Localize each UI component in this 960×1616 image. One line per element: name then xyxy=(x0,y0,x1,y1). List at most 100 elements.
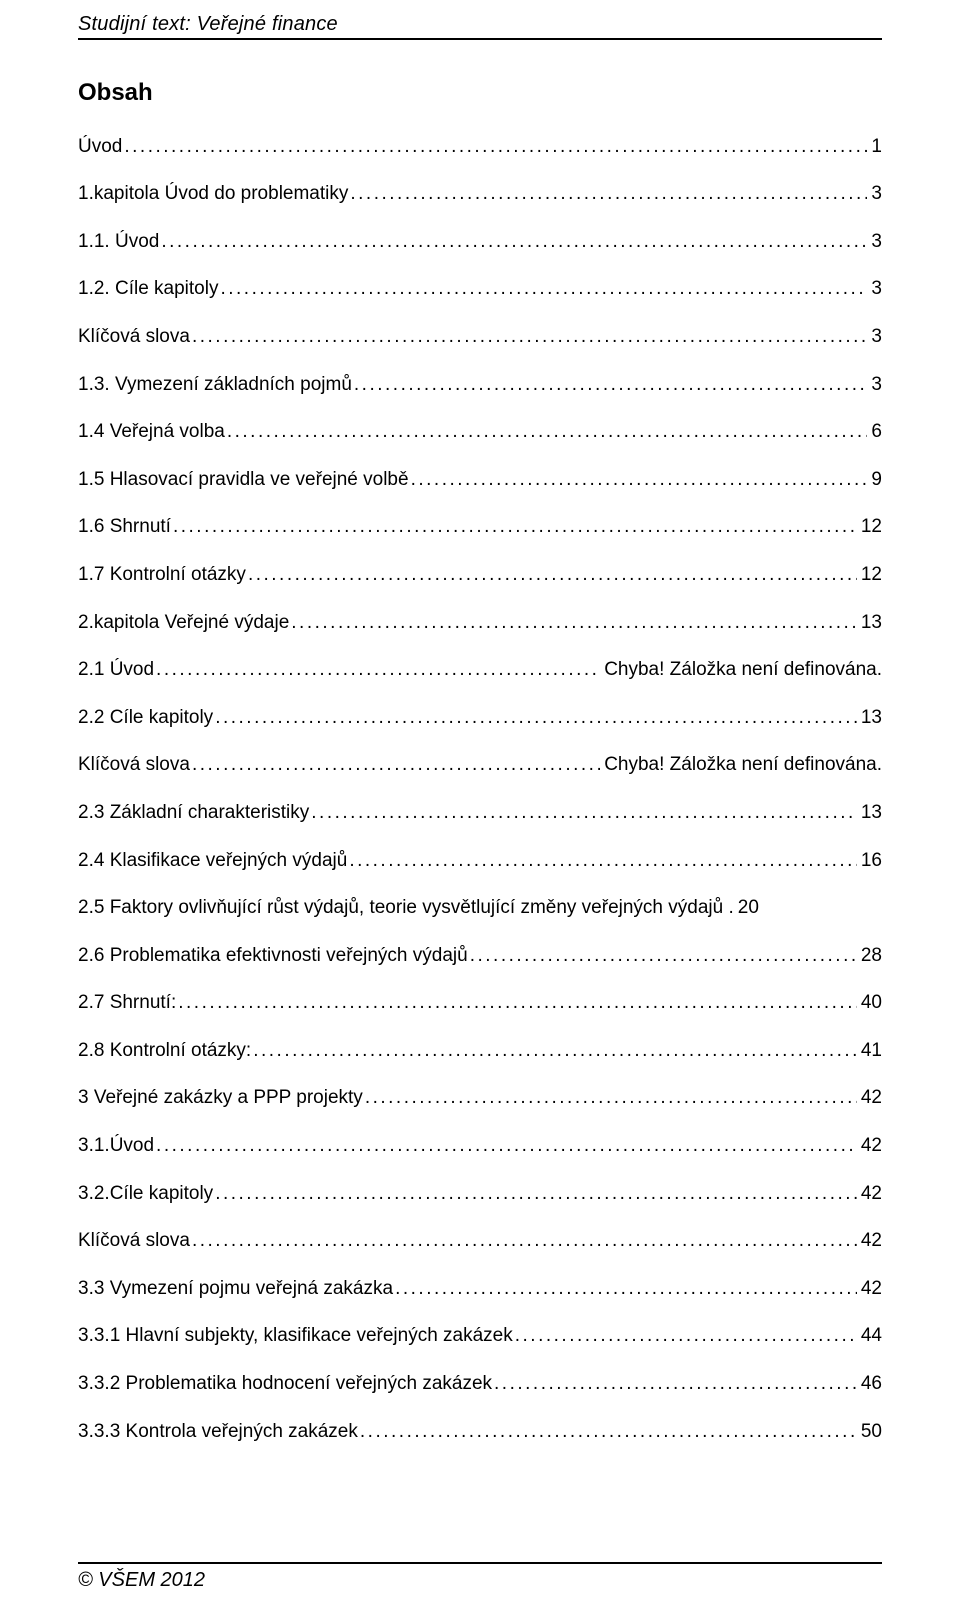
toc-entry-label: 2.3 Základní charakteristiky xyxy=(78,800,309,827)
toc-entry-label: 2.8 Kontrolní otázky: xyxy=(78,1038,251,1065)
toc-entry-label: Úvod xyxy=(78,134,122,161)
toc-entry-page: Chyba! Záložka není definována. xyxy=(600,752,882,779)
toc-entry-label: 3.3.2 Problematika hodnocení veřejných z… xyxy=(78,1371,492,1398)
toc-row[interactable]: 3.3.1 Hlavní subjekty, klasifikace veřej… xyxy=(78,1323,882,1350)
toc-entry-page: 13 xyxy=(857,610,882,637)
toc-entry-label: Klíčová slova xyxy=(78,324,190,351)
toc-row[interactable]: 2.6 Problematika efektivnosti veřejných … xyxy=(78,943,882,970)
toc-heading: Obsah xyxy=(78,76,882,110)
toc-entry-page: 9 xyxy=(867,467,882,494)
toc-row[interactable]: 2.3 Základní charakteristiky 13 xyxy=(78,800,882,827)
toc-leader-dots xyxy=(225,419,868,446)
toc-leader-dots xyxy=(468,943,857,970)
toc-entry-page: 46 xyxy=(857,1371,882,1398)
toc-entry-page: 13 xyxy=(857,705,882,732)
toc-row[interactable]: 2.4 Klasifikace veřejných výdajů 16 xyxy=(78,848,882,875)
toc-row[interactable]: 3.3.3 Kontrola veřejných zakázek50 xyxy=(78,1419,882,1446)
toc-entry-label: 3.3.1 Hlavní subjekty, klasifikace veřej… xyxy=(78,1323,513,1350)
toc-entry-page: 3 xyxy=(867,229,882,256)
toc-entry-label: 2.1 Úvod xyxy=(78,657,154,684)
toc-entry-page: 3 xyxy=(867,324,882,351)
toc-row[interactable]: 2.8 Kontrolní otázky: 41 xyxy=(78,1038,882,1065)
toc-row[interactable]: 2.kapitola Veřejné výdaje 13 xyxy=(78,610,882,637)
toc-leader-dots xyxy=(289,610,857,637)
toc-leader-dots xyxy=(154,657,600,684)
toc-leader-dots xyxy=(122,134,867,161)
toc-entry-page: 3 xyxy=(867,372,882,399)
toc-entry-page: 42 xyxy=(857,1181,882,1208)
toc-row[interactable]: 2.5 Faktory ovlivňující růst výdajů, teo… xyxy=(78,895,882,922)
toc-entry-label: 2.4 Klasifikace veřejných výdajů xyxy=(78,848,347,875)
toc-row[interactable]: 1.6 Shrnutí 12 xyxy=(78,514,882,541)
toc-leader-dots xyxy=(159,229,867,256)
toc-row[interactable]: Klíčová slova Chyba! Záložka není definov… xyxy=(78,752,882,779)
toc-row[interactable]: Klíčová slova 3 xyxy=(78,324,882,351)
toc-entry-label: 1.6 Shrnutí xyxy=(78,514,171,541)
page: Studijní text: Veřejné finance Obsah Úvo… xyxy=(0,0,960,1616)
toc-entry-label: 1.7 Kontrolní otázky xyxy=(78,562,246,589)
toc-entry-label: 1.2. Cíle kapitoly xyxy=(78,276,218,303)
toc-leader-dots xyxy=(251,1038,857,1065)
toc-row[interactable]: 3.3 Vymezení pojmu veřejná zakázka 42 xyxy=(78,1276,882,1303)
toc-entry-label: 1.4 Veřejná volba xyxy=(78,419,225,446)
toc-row[interactable]: 1.7 Kontrolní otázky 12 xyxy=(78,562,882,589)
table-of-contents: Úvod11.kapitola Úvod do problematiky31.1… xyxy=(78,134,882,1446)
toc-row[interactable]: 3.2.Cíle kapitoly 42 xyxy=(78,1181,882,1208)
toc-row[interactable]: 1.3. Vymezení základních pojmů 3 xyxy=(78,372,882,399)
toc-entry-page: 3 xyxy=(867,181,882,208)
toc-entry-label: 3.3 Vymezení pojmu veřejná zakázka xyxy=(78,1276,393,1303)
footer-copyright: © VŠEM 2012 xyxy=(78,1562,882,1594)
toc-entry-label: 1.3. Vymezení základních pojmů xyxy=(78,372,352,399)
toc-row[interactable]: 1.5 Hlasovací pravidla ve veřejné volbě9 xyxy=(78,467,882,494)
toc-entry-page: 12 xyxy=(857,562,882,589)
toc-row[interactable]: 1.4 Veřejná volba 6 xyxy=(78,419,882,446)
toc-leader-dots xyxy=(492,1371,857,1398)
toc-entry-page: 20 xyxy=(734,895,759,922)
toc-leader-dots xyxy=(358,1419,857,1446)
toc-row[interactable]: 3.1.Úvod 42 xyxy=(78,1133,882,1160)
toc-leader-dots xyxy=(309,800,857,827)
toc-entry-page: 13 xyxy=(857,800,882,827)
toc-entry-label: 1.1. Úvod xyxy=(78,229,159,256)
toc-entry-label: 1.kapitola Úvod do problematiky xyxy=(78,181,348,208)
toc-entry-label: Klíčová slova xyxy=(78,1228,190,1255)
toc-row[interactable]: 2.7 Shrnutí:40 xyxy=(78,990,882,1017)
toc-entry-page: 6 xyxy=(867,419,882,446)
toc-row[interactable]: 3 Veřejné zakázky a PPP projekty42 xyxy=(78,1085,882,1112)
running-header: Studijní text: Veřejné finance xyxy=(78,10,882,40)
toc-entry-page: 42 xyxy=(857,1133,882,1160)
toc-row[interactable]: 3.3.2 Problematika hodnocení veřejných z… xyxy=(78,1371,882,1398)
toc-leader-dots xyxy=(213,1181,857,1208)
toc-leader-dots xyxy=(154,1133,857,1160)
toc-entry-label: 3.1.Úvod xyxy=(78,1133,154,1160)
toc-entry-label: 3.2.Cíle kapitoly xyxy=(78,1181,213,1208)
toc-row[interactable]: Úvod 1 xyxy=(78,134,882,161)
toc-leader-dots xyxy=(213,705,857,732)
toc-entry-label: Klíčová slova xyxy=(78,752,190,779)
toc-entry-page: Chyba! Záložka není definována. xyxy=(600,657,882,684)
toc-entry-page: 3 xyxy=(867,276,882,303)
toc-row[interactable]: 1.2. Cíle kapitoly 3 xyxy=(78,276,882,303)
toc-entry-page: 40 xyxy=(857,990,882,1017)
toc-row[interactable]: 2.1 Úvod Chyba! Záložka není definována. xyxy=(78,657,882,684)
toc-leader-dots xyxy=(176,990,857,1017)
toc-leader-dots xyxy=(190,752,600,779)
toc-leader-dots xyxy=(393,1276,857,1303)
toc-entry-page: 16 xyxy=(857,848,882,875)
toc-entry-page: 12 xyxy=(857,514,882,541)
toc-entry-page: 41 xyxy=(857,1038,882,1065)
toc-row[interactable]: 1.1. Úvod 3 xyxy=(78,229,882,256)
toc-row[interactable]: 1.kapitola Úvod do problematiky 3 xyxy=(78,181,882,208)
toc-entry-page: 42 xyxy=(857,1085,882,1112)
toc-entry-page: 42 xyxy=(857,1228,882,1255)
toc-entry-label: 2.kapitola Veřejné výdaje xyxy=(78,610,289,637)
toc-row[interactable]: 2.2 Cíle kapitoly13 xyxy=(78,705,882,732)
toc-entry-page: 42 xyxy=(857,1276,882,1303)
toc-leader-dots xyxy=(347,848,857,875)
toc-entry-label: 2.6 Problematika efektivnosti veřejných … xyxy=(78,943,468,970)
toc-entry-page: 1 xyxy=(867,134,882,161)
toc-leader-dots xyxy=(190,1228,857,1255)
toc-leader-dots xyxy=(171,514,857,541)
toc-row[interactable]: Klíčová slova 42 xyxy=(78,1228,882,1255)
toc-entry-page: 28 xyxy=(857,943,882,970)
